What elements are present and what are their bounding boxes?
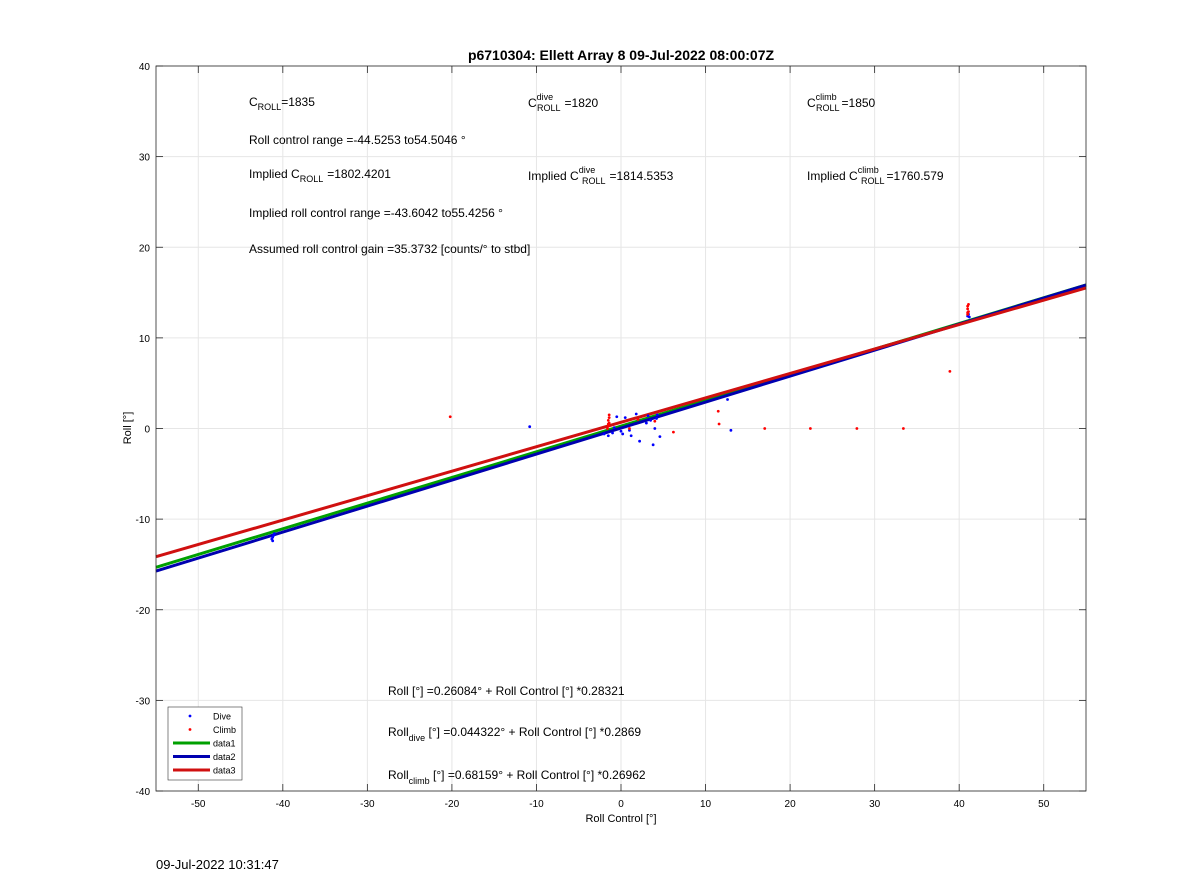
- dive-point: [621, 432, 625, 436]
- climb-point: [763, 427, 767, 430]
- implied-croll-climb-annotation: Implied Cclimb ROLL =1760.579: [807, 165, 944, 186]
- croll-climb-annotation: Cclimb ROLL =1850: [807, 92, 876, 113]
- x-tick-label: 10: [700, 799, 712, 810]
- climb-point: [628, 427, 631, 430]
- climb-point: [717, 422, 721, 426]
- dive-point: [646, 414, 650, 418]
- dive-point: [611, 431, 614, 435]
- y-tick-label: 10: [139, 334, 151, 345]
- fit-equation-dive: Rolldive [°] =0.044322° + Roll Control […: [388, 725, 641, 743]
- dive-point: [606, 434, 610, 438]
- legend-label-Dive: Dive: [213, 712, 231, 722]
- climb-point: [966, 307, 970, 311]
- y-tick-label: 40: [139, 62, 151, 73]
- climb-point: [606, 418, 610, 422]
- dive-point: [272, 532, 276, 536]
- climb-point: [948, 370, 952, 373]
- y-axis-label: Roll [°]: [122, 412, 134, 445]
- y-tick-label: -10: [136, 515, 151, 526]
- y-tick-label: -30: [136, 696, 151, 707]
- dive-point: [528, 425, 532, 429]
- dive-point: [271, 539, 275, 543]
- x-tick-label: -30: [360, 799, 375, 810]
- annotations: CROLL=1835 Cdive ROLL =1820 Cclimb ROLL =185…: [249, 92, 944, 786]
- print-timestamp: 09-Jul-2022 10:31:47: [156, 857, 279, 872]
- implied-croll-annotation: Implied CROLL =1802.4201: [249, 167, 391, 184]
- climb-point: [716, 409, 720, 413]
- y-tick-label: 30: [139, 153, 151, 164]
- climb-point: [901, 427, 905, 430]
- dive-point: [623, 416, 627, 420]
- dive-point: [634, 412, 638, 416]
- data-points: [270, 302, 971, 543]
- legend-label-data2: data2: [213, 752, 236, 762]
- legend-label-data3: data3: [213, 766, 236, 776]
- dive-point: [967, 315, 971, 319]
- dive-point: [658, 435, 662, 439]
- dive-point: [649, 418, 652, 422]
- dive-point: [655, 413, 659, 417]
- climb-point: [607, 413, 611, 417]
- implied-roll-control-range: Implied roll control range =-43.6042 to5…: [249, 206, 503, 220]
- x-axis-label: Roll Control [°]: [585, 813, 656, 825]
- dive-point: [644, 421, 648, 425]
- y-tick-label: -40: [136, 787, 151, 798]
- climb-point: [966, 311, 970, 314]
- x-tick-label: 20: [785, 799, 797, 810]
- dive-point: [653, 427, 657, 430]
- y-tick-label: 0: [144, 425, 150, 436]
- chart-title: p6710304: Ellett Array 8 09-Jul-2022 08:…: [468, 47, 775, 63]
- dive-point: [615, 415, 619, 419]
- legend-marker-Dive: [188, 714, 192, 718]
- axis-ticks: -50 -40 -30 -20 -10 0 10 20 30 40 50 -40 -30 -20 -10 0 1…: [136, 62, 1086, 810]
- fit-line-data3: [155, 286, 1087, 559]
- y-tick-label: -20: [136, 606, 151, 617]
- assumed-roll-control-gain: Assumed roll control gain =35.3732 [coun…: [249, 242, 530, 256]
- dive-point: [638, 439, 641, 443]
- climb-point: [636, 418, 640, 421]
- dive-point: [655, 417, 658, 420]
- climb-point: [808, 427, 812, 430]
- climb-point: [855, 427, 859, 430]
- climb-point: [653, 419, 657, 423]
- dive-point: [602, 432, 606, 436]
- climb-point: [967, 302, 970, 306]
- x-tick-label: 30: [869, 799, 881, 810]
- croll-dive-annotation: Cdive ROLL =1820: [528, 92, 599, 113]
- implied-croll-dive-annotation: Implied Cdive ROLL =1814.5353: [528, 165, 674, 186]
- croll-annotation: CROLL=1835: [249, 95, 315, 112]
- x-tick-label: 40: [954, 799, 966, 810]
- x-tick-label: -20: [445, 799, 460, 810]
- dive-point: [729, 428, 733, 432]
- fit-lines: [155, 283, 1087, 573]
- x-tick-label: -10: [529, 799, 544, 810]
- x-tick-label: -40: [276, 799, 291, 810]
- legend: Dive Climb data1 data2 data3: [167, 706, 243, 781]
- dive-point: [651, 443, 655, 447]
- climb-point: [672, 430, 675, 434]
- dive-point: [629, 434, 633, 438]
- climb-point: [606, 422, 610, 426]
- legend-marker-Climb: [188, 728, 192, 731]
- x-tick-label: 50: [1038, 799, 1050, 810]
- dive-point: [619, 429, 623, 433]
- x-tick-label: 0: [618, 799, 624, 810]
- y-tick-label: 20: [139, 243, 151, 254]
- legend-label-Climb: Climb: [213, 725, 236, 735]
- roll-control-range: Roll control range =-44.5253 to54.5046 °: [249, 133, 466, 147]
- x-tick-label: -50: [191, 799, 206, 810]
- climb-point: [607, 416, 611, 420]
- climb-point: [448, 415, 452, 419]
- fit-equation-all: Roll [°] =0.26084° + Roll Control [°] *0…: [388, 684, 625, 698]
- dive-point: [726, 398, 729, 401]
- climb-point: [606, 427, 609, 430]
- dive-point: [612, 426, 616, 429]
- legend-label-data1: data1: [213, 739, 236, 749]
- fit-equation-climb: Rollclimb [°] =0.68159° + Roll Control […: [388, 768, 646, 786]
